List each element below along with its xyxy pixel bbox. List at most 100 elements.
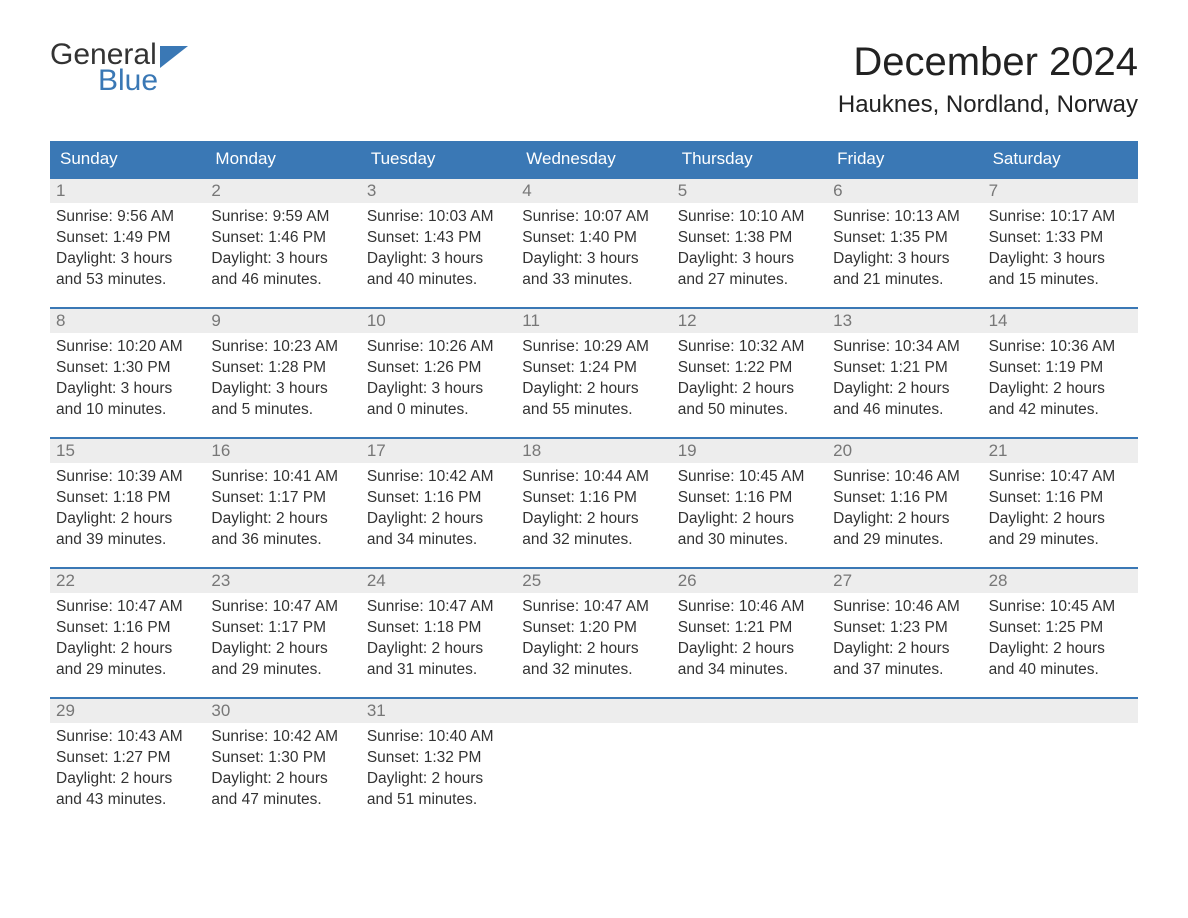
- day-body: Sunrise: 10:46 AMSunset: 1:21 PMDaylight…: [672, 593, 827, 689]
- day-number: 17: [361, 439, 516, 463]
- week-row: 29Sunrise: 10:43 AMSunset: 1:27 PMDaylig…: [50, 697, 1138, 827]
- daylight-text: Daylight: 3 hours: [367, 249, 510, 270]
- day-cell-empty: [983, 699, 1138, 827]
- day-cell: 14 Sunrise: 10:36 AMSunset: 1:19 PMDaylig…: [983, 309, 1138, 437]
- sunset-text: Sunset: 1:17 PM: [211, 488, 354, 509]
- day-number: 12: [672, 309, 827, 333]
- sunrise-text: Sunrise: 10:42 AM: [211, 727, 354, 748]
- sunrise-text: Sunrise: 10:36 AM: [989, 337, 1132, 358]
- day-cell: 7Sunrise: 10:17 AMSunset: 1:33 PMDayligh…: [983, 179, 1138, 307]
- day-number: 14: [983, 309, 1138, 333]
- day-number: 28: [983, 569, 1138, 593]
- daylight-text: and 39 minutes.: [56, 530, 199, 551]
- sunrise-text: Sunrise: 10:41 AM: [211, 467, 354, 488]
- sunset-text: Sunset: 1:23 PM: [833, 618, 976, 639]
- sunset-text: Sunset: 1:16 PM: [56, 618, 199, 639]
- sunset-text: Sunset: 1:16 PM: [678, 488, 821, 509]
- day-cell: 4Sunrise: 10:07 AMSunset: 1:40 PMDayligh…: [516, 179, 671, 307]
- day-body: Sunrise: 10:44 AMSunset: 1:16 PMDaylight…: [516, 463, 671, 559]
- daylight-text: Daylight: 2 hours: [211, 639, 354, 660]
- sunset-text: Sunset: 1:20 PM: [522, 618, 665, 639]
- sunrise-text: Sunrise: 10:46 AM: [678, 597, 821, 618]
- day-cell: 15Sunrise: 10:39 AMSunset: 1:18 PMDaylig…: [50, 439, 205, 567]
- sunset-text: Sunset: 1:19 PM: [989, 358, 1132, 379]
- daylight-text: and 40 minutes.: [367, 270, 510, 291]
- week-row: 22Sunrise: 10:47 AMSunset: 1:16 PMDaylig…: [50, 567, 1138, 697]
- sunrise-text: Sunrise: 10:45 AM: [989, 597, 1132, 618]
- sunset-text: Sunset: 1:33 PM: [989, 228, 1132, 249]
- day-body: Sunrise: 10:20 AMSunset: 1:30 PMDaylight…: [50, 333, 205, 429]
- sunset-text: Sunset: 1:24 PM: [522, 358, 665, 379]
- week-row: 15Sunrise: 10:39 AMSunset: 1:18 PMDaylig…: [50, 437, 1138, 567]
- daylight-text: and 50 minutes.: [678, 400, 821, 421]
- daylight-text: Daylight: 2 hours: [522, 509, 665, 530]
- day-cell: 9Sunrise: 10:23 AMSunset: 1:28 PMDayligh…: [205, 309, 360, 437]
- daylight-text: and 32 minutes.: [522, 660, 665, 681]
- day-cell: 3Sunrise: 10:03 AMSunset: 1:43 PMDayligh…: [361, 179, 516, 307]
- daylight-text: Daylight: 2 hours: [833, 639, 976, 660]
- day-cell: 18Sunrise: 10:44 AMSunset: 1:16 PMDaylig…: [516, 439, 671, 567]
- daylight-text: and 36 minutes.: [211, 530, 354, 551]
- sunset-text: Sunset: 1:46 PM: [211, 228, 354, 249]
- daylight-text: and 53 minutes.: [56, 270, 199, 291]
- day-number: 16: [205, 439, 360, 463]
- day-body: Sunrise: 10:40 AMSunset: 1:32 PMDaylight…: [361, 723, 516, 819]
- sunrise-text: Sunrise: 10:47 AM: [211, 597, 354, 618]
- daylight-text: Daylight: 2 hours: [367, 639, 510, 660]
- day-cell: 10Sunrise: 10:26 AMSunset: 1:26 PMDaylig…: [361, 309, 516, 437]
- day-number: 13: [827, 309, 982, 333]
- day-number: 8: [50, 309, 205, 333]
- day-body: [983, 723, 1138, 735]
- daylight-text: Daylight: 3 hours: [56, 379, 199, 400]
- title-block: December 2024 Hauknes, Nordland, Norway: [838, 40, 1138, 133]
- day-cell: 11Sunrise: 10:29 AMSunset: 1:24 PMDaylig…: [516, 309, 671, 437]
- sunrise-text: Sunrise: 10:44 AM: [522, 467, 665, 488]
- daylight-text: Daylight: 2 hours: [56, 639, 199, 660]
- day-number: 24: [361, 569, 516, 593]
- calendar: Sunday Monday Tuesday Wednesday Thursday…: [50, 141, 1138, 827]
- logo-word-blue: Blue: [98, 66, 158, 96]
- day-body: Sunrise: 10:17 AMSunset: 1:33 PMDaylight…: [983, 203, 1138, 299]
- sunset-text: Sunset: 1:18 PM: [56, 488, 199, 509]
- daylight-text: and 47 minutes.: [211, 790, 354, 811]
- day-cell: 27Sunrise: 10:46 AMSunset: 1:23 PMDaylig…: [827, 569, 982, 697]
- sunset-text: Sunset: 1:16 PM: [989, 488, 1132, 509]
- day-body: Sunrise: 10:47 AMSunset: 1:16 PMDaylight…: [50, 593, 205, 689]
- logo: General Blue: [50, 40, 188, 96]
- day-number: 29: [50, 699, 205, 723]
- day-number: 20: [827, 439, 982, 463]
- day-number: 4: [516, 179, 671, 203]
- daylight-text: and 51 minutes.: [367, 790, 510, 811]
- daylight-text: Daylight: 2 hours: [989, 509, 1132, 530]
- daylight-text: Daylight: 2 hours: [56, 769, 199, 790]
- sunrise-text: Sunrise: 10:29 AM: [522, 337, 665, 358]
- day-body: Sunrise: 10:42 AMSunset: 1:16 PMDaylight…: [361, 463, 516, 559]
- day-cell-empty: [827, 699, 982, 827]
- weekday-header: Sunday: [50, 141, 205, 177]
- sunset-text: Sunset: 1:16 PM: [367, 488, 510, 509]
- day-number: 11: [516, 309, 671, 333]
- day-number: 27: [827, 569, 982, 593]
- day-cell: 28Sunrise: 10:45 AMSunset: 1:25 PMDaylig…: [983, 569, 1138, 697]
- weekday-header: Saturday: [983, 141, 1138, 177]
- sunset-text: Sunset: 1:18 PM: [367, 618, 510, 639]
- day-body: [827, 723, 982, 735]
- daylight-text: and 27 minutes.: [678, 270, 821, 291]
- sunrise-text: Sunrise: 10:26 AM: [367, 337, 510, 358]
- day-number: 21: [983, 439, 1138, 463]
- week-row: 1Sunrise: 9:56 AMSunset: 1:49 PMDaylight…: [50, 177, 1138, 307]
- day-cell: 29Sunrise: 10:43 AMSunset: 1:27 PMDaylig…: [50, 699, 205, 827]
- sunrise-text: Sunrise: 10:13 AM: [833, 207, 976, 228]
- day-body: Sunrise: 10:43 AMSunset: 1:27 PMDaylight…: [50, 723, 205, 819]
- day-cell: 25Sunrise: 10:47 AMSunset: 1:20 PMDaylig…: [516, 569, 671, 697]
- sunset-text: Sunset: 1:38 PM: [678, 228, 821, 249]
- daylight-text: Daylight: 2 hours: [989, 379, 1132, 400]
- day-body: Sunrise: 10:47 AMSunset: 1:20 PMDaylight…: [516, 593, 671, 689]
- weekday-header: Wednesday: [516, 141, 671, 177]
- daylight-text: Daylight: 3 hours: [367, 379, 510, 400]
- day-cell: 12Sunrise: 10:32 AMSunset: 1:22 PMDaylig…: [672, 309, 827, 437]
- daylight-text: and 0 minutes.: [367, 400, 510, 421]
- sunset-text: Sunset: 1:43 PM: [367, 228, 510, 249]
- day-body: [516, 723, 671, 735]
- day-body: Sunrise: 10:46 AMSunset: 1:16 PMDaylight…: [827, 463, 982, 559]
